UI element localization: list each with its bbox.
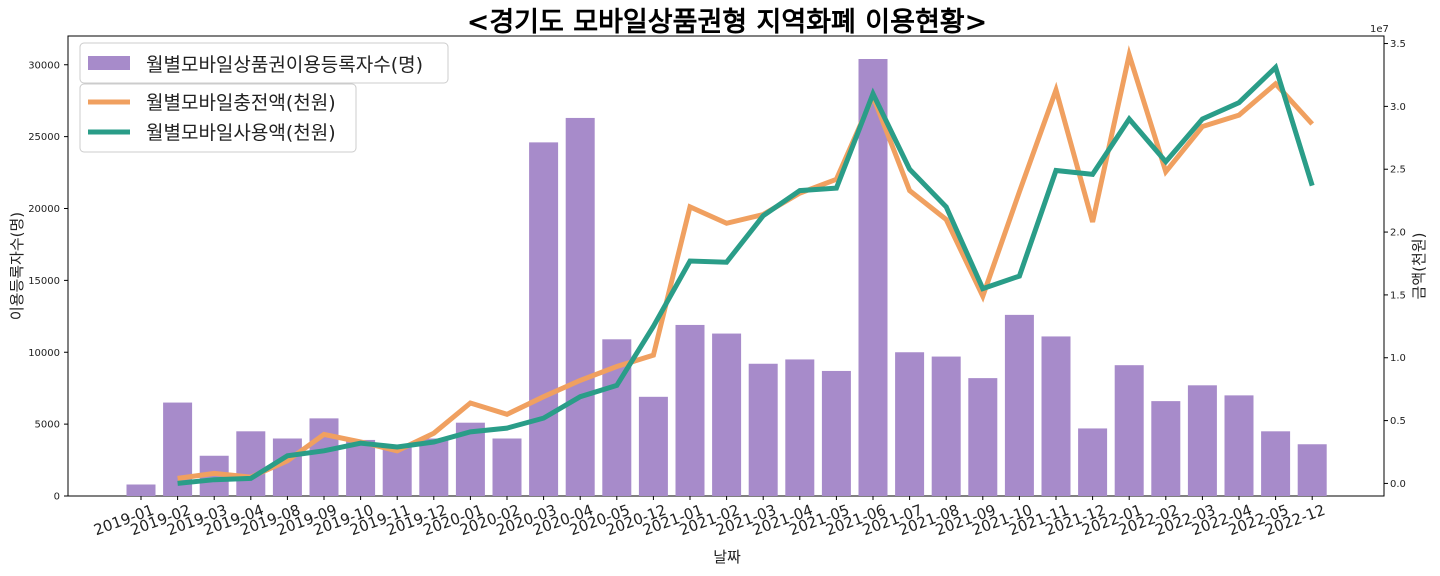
left-tick-label: 15000 [28,276,60,287]
bar [382,447,412,496]
bar [1114,365,1144,496]
chart-title: <경기도 모바일상품권형 지역화폐 이용현황> [467,7,988,38]
bar [1004,314,1034,496]
left-tick-label: 20000 [28,204,60,215]
left-axis: 0 5000 10000 15000 20000 25000 30000 [28,60,68,503]
y-axis-label-right: 금액(천원) [1410,233,1428,300]
right-axis: 0.0 0.5 1.0 1.5 2.0 2.5 3.0 3.5 [1384,39,1406,490]
right-tick-label: 1.0 [1390,353,1406,364]
left-tick-label: 0 [54,492,60,503]
legend-box-lines [79,83,357,153]
bar [346,439,376,496]
bar [236,431,266,496]
right-axis-multiplier: 1e7 [1370,24,1389,35]
y-axis-label-left: 이용등록자수(명) [8,212,26,320]
right-tick-label: 0.5 [1390,416,1406,427]
bar [785,359,815,496]
bar [931,356,961,496]
bar [1187,385,1217,496]
bar [748,363,778,496]
legend-label: 월별모바일충전액(천원) [146,92,336,114]
bar [858,59,888,496]
bar [1297,444,1327,496]
right-tick-label: 1.5 [1390,290,1406,301]
left-tick-label: 5000 [35,420,60,431]
bar [1151,401,1181,496]
bar [638,396,668,496]
bar [309,418,339,496]
legend-label: 월별모바일사용액(천원) [146,122,336,144]
legend-box-bars [79,42,449,84]
bar [821,370,851,496]
bar [419,438,449,496]
right-tick-label: 0.0 [1390,479,1406,490]
legend-swatch [88,56,130,70]
bar [529,142,559,496]
bar [492,438,522,496]
bar [1224,395,1254,496]
left-tick-label: 25000 [28,132,60,143]
bar [1078,428,1108,496]
bar [126,484,156,496]
bar [1041,336,1071,496]
legend-label: 월별모바일상품권이용등록자수(명) [146,54,423,76]
bar [1261,431,1291,496]
right-tick-label: 2.5 [1390,165,1406,176]
right-tick-label: 3.5 [1390,39,1406,50]
bar [712,333,742,496]
series-line [177,62,1315,486]
bar [675,324,705,496]
x-axis: 2019-012019-022019-032019-042019-082019-… [91,496,1328,539]
bar [895,352,925,496]
legend: 월별모바일상품권이용등록자수(명) 월별모바일충전액(천원) 월별모바일사용액(천원… [79,42,449,153]
left-tick-label: 10000 [28,348,60,359]
bar [565,117,595,496]
right-tick-label: 3.0 [1390,102,1406,113]
right-tick-label: 2.0 [1390,228,1406,239]
line-series [177,45,1315,486]
left-tick-label: 30000 [28,60,60,71]
x-axis-label: 날짜 [713,548,741,566]
bar [968,378,998,496]
